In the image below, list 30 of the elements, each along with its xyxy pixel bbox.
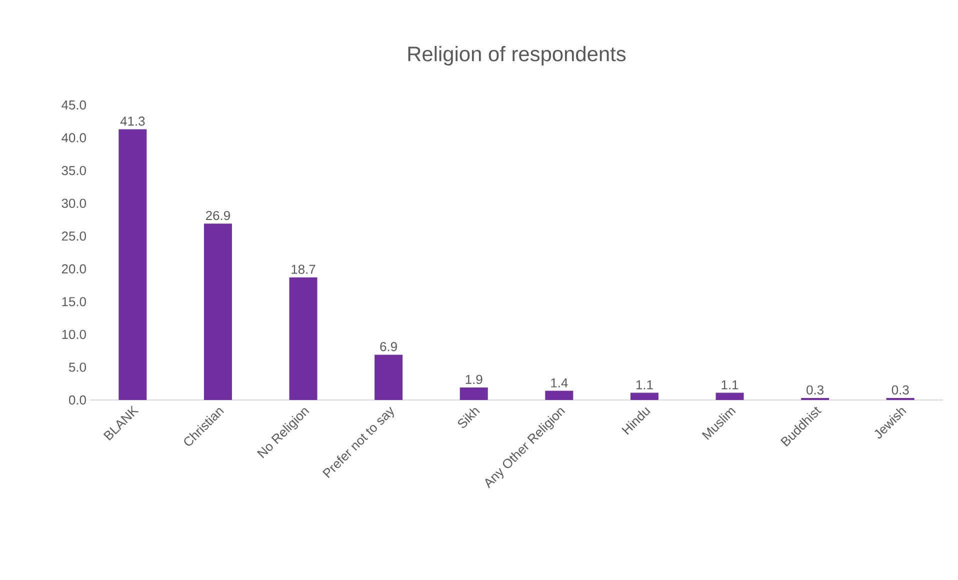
bar [460,388,488,400]
y-tick-label: 5.0 [69,362,86,372]
y-tick-label: 40.0 [62,133,86,142]
data-label: 1.1 [722,380,738,390]
y-tick-label: 10.0 [62,330,86,340]
y-tick-label: 30.0 [62,198,86,208]
x-tick-label: Sikh [458,408,480,428]
data-label: 26.9 [206,210,230,220]
data-label: 6.9 [380,342,397,352]
chart-title: Religion of respondents [408,46,626,66]
bar [204,224,232,400]
y-tick-label: 35.0 [62,166,86,176]
bar [118,129,147,400]
bar [289,277,318,400]
y-tick-label: 15.0 [62,297,86,306]
bar [630,392,658,400]
data-label: 0.3 [892,385,909,394]
data-label: 1.4 [551,378,568,388]
data-label: 1.9 [466,374,482,384]
data-label: 18.7 [292,264,316,274]
y-tick-label: 20.0 [62,264,86,274]
y-tick-label: 0.0 [68,395,86,405]
y-tick-label: 45.0 [62,100,86,110]
bar [374,354,403,400]
y-tick-label: 25.0 [62,232,86,241]
data-label: 0.3 [806,385,824,394]
bar [545,390,574,400]
data-label: 41.3 [120,116,145,126]
bar [716,392,744,400]
data-label: 1.1 [636,380,653,390]
